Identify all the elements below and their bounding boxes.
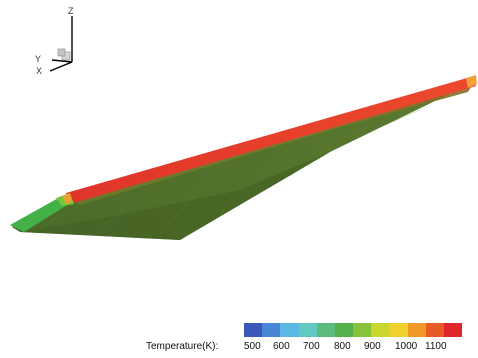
x-axis-label: X — [36, 66, 42, 76]
z-axis-label: Z — [68, 6, 74, 16]
legend-tick-label: 600 — [273, 341, 290, 352]
legend-swatch — [443, 323, 463, 337]
legend-tick-label: 1000 — [395, 341, 418, 352]
legend-swatch — [298, 323, 317, 337]
legend-swatch — [262, 323, 281, 337]
y-axis-label: Y — [35, 54, 41, 64]
legend-swatch — [407, 323, 426, 337]
legend-tick-label: 500 — [244, 341, 261, 352]
legend-swatch — [353, 323, 372, 337]
legend-tick-label: 1100 — [425, 341, 447, 352]
wing-surface — [10, 75, 477, 240]
legend-swatch — [371, 323, 390, 337]
legend-color-bar — [244, 323, 463, 337]
legend-swatch — [425, 323, 444, 337]
axis-triad: Z Y X — [35, 6, 74, 76]
legend-swatch — [316, 323, 335, 337]
color-legend: Temperature(K): 500 600 700 800 900 1000 1100 — [0, 318, 478, 358]
legend-swatch — [244, 323, 263, 337]
legend-tick-label: 900 — [364, 341, 381, 352]
legend-swatch — [280, 323, 299, 337]
legend-swatch — [334, 323, 354, 337]
legend-swatch — [389, 323, 408, 337]
legend-tick-label: 800 — [334, 341, 351, 352]
legend-tick-label: 700 — [303, 341, 320, 352]
legend-title: Temperature(K): — [146, 341, 219, 352]
